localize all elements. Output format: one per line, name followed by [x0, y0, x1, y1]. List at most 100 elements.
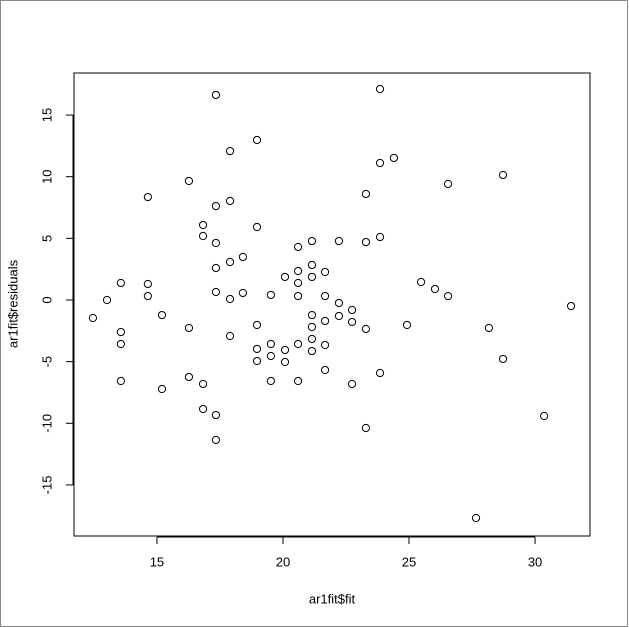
point: [211, 90, 221, 100]
point: [143, 192, 152, 202]
point: [211, 435, 221, 445]
point: [280, 345, 290, 355]
point: [238, 252, 247, 262]
y-tick-label: 15: [39, 108, 54, 122]
y-tick-label: 5: [39, 235, 54, 242]
point: [347, 379, 357, 389]
point: [293, 278, 303, 288]
point: [402, 320, 412, 330]
point: [211, 263, 221, 273]
point: [293, 339, 303, 349]
point: [375, 84, 385, 94]
point: [334, 236, 344, 246]
point: [157, 384, 167, 394]
y-tick-label: -5: [39, 356, 54, 368]
point: [307, 260, 317, 270]
point: [307, 272, 317, 282]
point: [430, 284, 440, 294]
point: [334, 311, 344, 321]
point: [320, 340, 330, 350]
point: [184, 176, 194, 186]
point: [266, 376, 275, 386]
point: [238, 288, 247, 298]
x-tick-label: 15: [150, 554, 164, 569]
point: [266, 290, 275, 300]
point: [443, 179, 453, 189]
point: [198, 231, 208, 241]
point: [225, 294, 235, 304]
y-tick-label: -15: [39, 476, 54, 495]
point: [361, 237, 371, 247]
point: [334, 298, 344, 308]
point: [320, 291, 330, 301]
point: [116, 376, 125, 386]
point: [498, 170, 508, 180]
point: [307, 236, 317, 246]
point: [143, 291, 152, 301]
point: [375, 158, 385, 168]
point: [225, 257, 235, 267]
point: [116, 327, 125, 337]
plot-box: [73, 72, 591, 537]
point: [498, 354, 508, 364]
point: [375, 368, 385, 378]
point: [484, 323, 494, 333]
point: [293, 242, 303, 252]
point: [198, 379, 208, 389]
y-tick-label: 0: [39, 296, 54, 303]
point: [225, 146, 235, 156]
point: [540, 411, 549, 421]
y-tick-label: -10: [39, 414, 54, 433]
point: [361, 189, 371, 199]
point: [252, 222, 262, 232]
point: [252, 356, 262, 366]
point: [143, 279, 152, 289]
point: [225, 331, 235, 341]
point: [280, 357, 290, 367]
point: [320, 316, 330, 326]
point: [184, 323, 194, 333]
point: [184, 372, 194, 382]
x-tick-label: 20: [276, 554, 290, 569]
point: [198, 220, 208, 230]
point: [211, 287, 221, 297]
point: [566, 301, 576, 311]
point: [252, 344, 262, 354]
point: [293, 291, 303, 301]
y-axis-label: ar1fit$residuals: [5, 259, 20, 348]
point: [116, 339, 125, 349]
point: [211, 201, 221, 211]
point: [266, 339, 275, 349]
point: [280, 272, 290, 282]
point: [307, 322, 317, 332]
point: [347, 305, 357, 315]
point: [443, 291, 453, 301]
point: [211, 238, 221, 248]
point: [320, 267, 330, 277]
point: [266, 351, 275, 361]
x-tick-label: 25: [402, 554, 416, 569]
point: [417, 277, 426, 287]
point: [293, 266, 303, 276]
point: [361, 324, 371, 334]
point: [307, 310, 317, 320]
point: [320, 365, 330, 375]
point: [389, 153, 398, 163]
point: [347, 317, 357, 327]
point: [252, 135, 262, 145]
point: [471, 513, 481, 523]
point: [211, 410, 221, 420]
point: [307, 346, 317, 356]
point: [375, 232, 385, 242]
point: [293, 376, 303, 386]
x-tick-label: 30: [528, 554, 542, 569]
point: [157, 310, 167, 320]
point: [225, 196, 235, 206]
point: [307, 334, 317, 344]
point: [198, 404, 208, 414]
point: [88, 313, 98, 323]
x-axis-label: ar1fit$fit: [309, 591, 356, 606]
point: [116, 278, 125, 288]
